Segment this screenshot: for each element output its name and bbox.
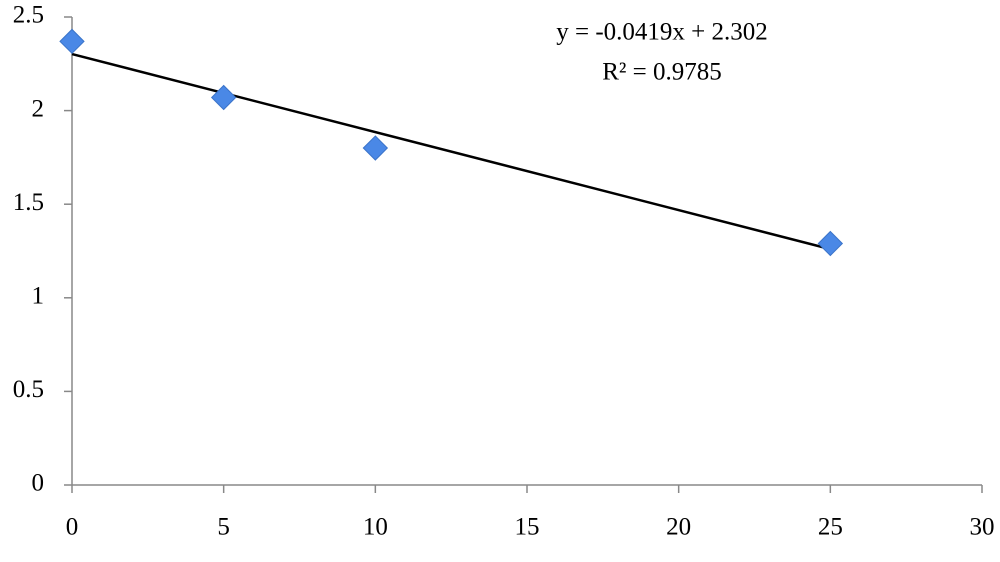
x-tick-label: 10 — [363, 514, 388, 541]
y-tick-label: 2 — [32, 95, 45, 122]
data-point — [210, 84, 237, 111]
y-tick-label: 1 — [32, 283, 45, 310]
x-tick-label: 30 — [970, 514, 995, 541]
r-squared: R² = 0.9785 — [602, 59, 722, 86]
x-tick-label: 20 — [666, 514, 691, 541]
x-tick-label: 0 — [66, 514, 79, 541]
x-tick-label: 5 — [217, 514, 230, 541]
y-tick-label: 1.5 — [13, 189, 44, 216]
y-tick-label: 0 — [32, 470, 45, 497]
data-point — [362, 135, 389, 161]
data-point — [817, 230, 844, 257]
trendline-equation: y = -0.0419x + 2.302 — [556, 19, 768, 46]
data-point — [59, 28, 85, 55]
x-tick-label: 15 — [515, 514, 540, 541]
x-tick-label: 25 — [818, 514, 843, 541]
y-tick-label: 2.5 — [13, 2, 44, 29]
y-tick-label: 0.5 — [13, 376, 44, 403]
trendline — [71, 52, 831, 251]
